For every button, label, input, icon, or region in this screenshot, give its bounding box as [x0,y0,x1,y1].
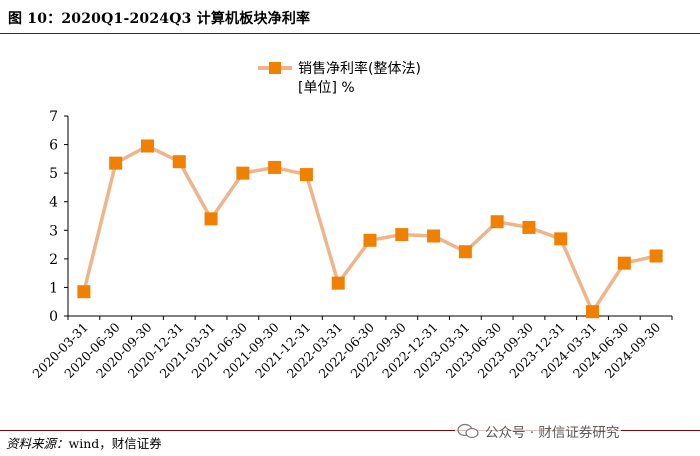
y-tick-label: 5 [49,166,58,182]
data-point [395,228,409,242]
source-note: 资料来源：wind，财信证券 [6,433,162,452]
y-tick-label: 6 [49,138,58,154]
data-point [236,166,250,180]
y-tick-label: 4 [49,195,58,211]
series-polyline [82,144,657,314]
wechat-icon [457,423,479,439]
data-point [649,249,663,263]
watermark: 公众号 · 财信证券研究 [455,420,622,442]
source-label: 资料来源： [6,436,69,451]
y-tick-label: 1 [49,280,58,296]
data-point [204,212,218,226]
y-axis-ticks: 0 1 2 3 4 5 6 7 [49,109,68,325]
legend-label: 销售净利率(整体法) [298,60,421,77]
source-text: wind，财信证券 [68,436,162,451]
line-chart: 销售净利率(整体法) [单位] % 0 1 2 3 4 5 6 7 2020-03-31202… [29,60,673,381]
y-tick-label: 3 [49,223,58,239]
data-point [427,229,441,243]
data-point [554,232,568,246]
data-point [458,245,472,259]
y-tick-label: 7 [49,109,58,125]
data-point [490,215,504,229]
data-point [522,220,536,234]
data-point [299,168,313,182]
chart-axes [67,116,672,317]
series-line [82,144,657,314]
data-point [586,305,600,319]
legend-marker [269,62,281,74]
title-divider [0,33,700,34]
y-tick-label: 2 [49,252,58,268]
y-tick-label: 0 [49,309,58,325]
watermark-text: 公众号 · 财信证券研究 [485,425,620,441]
data-point [363,233,377,247]
series-points [77,139,663,319]
unit-label: [单位] % [298,80,355,96]
footer-divider [0,430,700,431]
data-point [331,276,345,290]
data-point [140,139,154,153]
data-point [617,256,631,270]
data-point [77,285,91,299]
chart-legend: 销售净利率(整体法) [单位] % [258,60,421,96]
data-point [172,155,186,169]
data-point [109,156,123,170]
data-point [268,160,282,174]
figure-title: 图 10：2020Q1-2024Q3 计算机板块净利率 [8,11,311,27]
x-axis-ticks: 2020-03-312020-06-302020-09-302020-12-31… [29,316,673,381]
